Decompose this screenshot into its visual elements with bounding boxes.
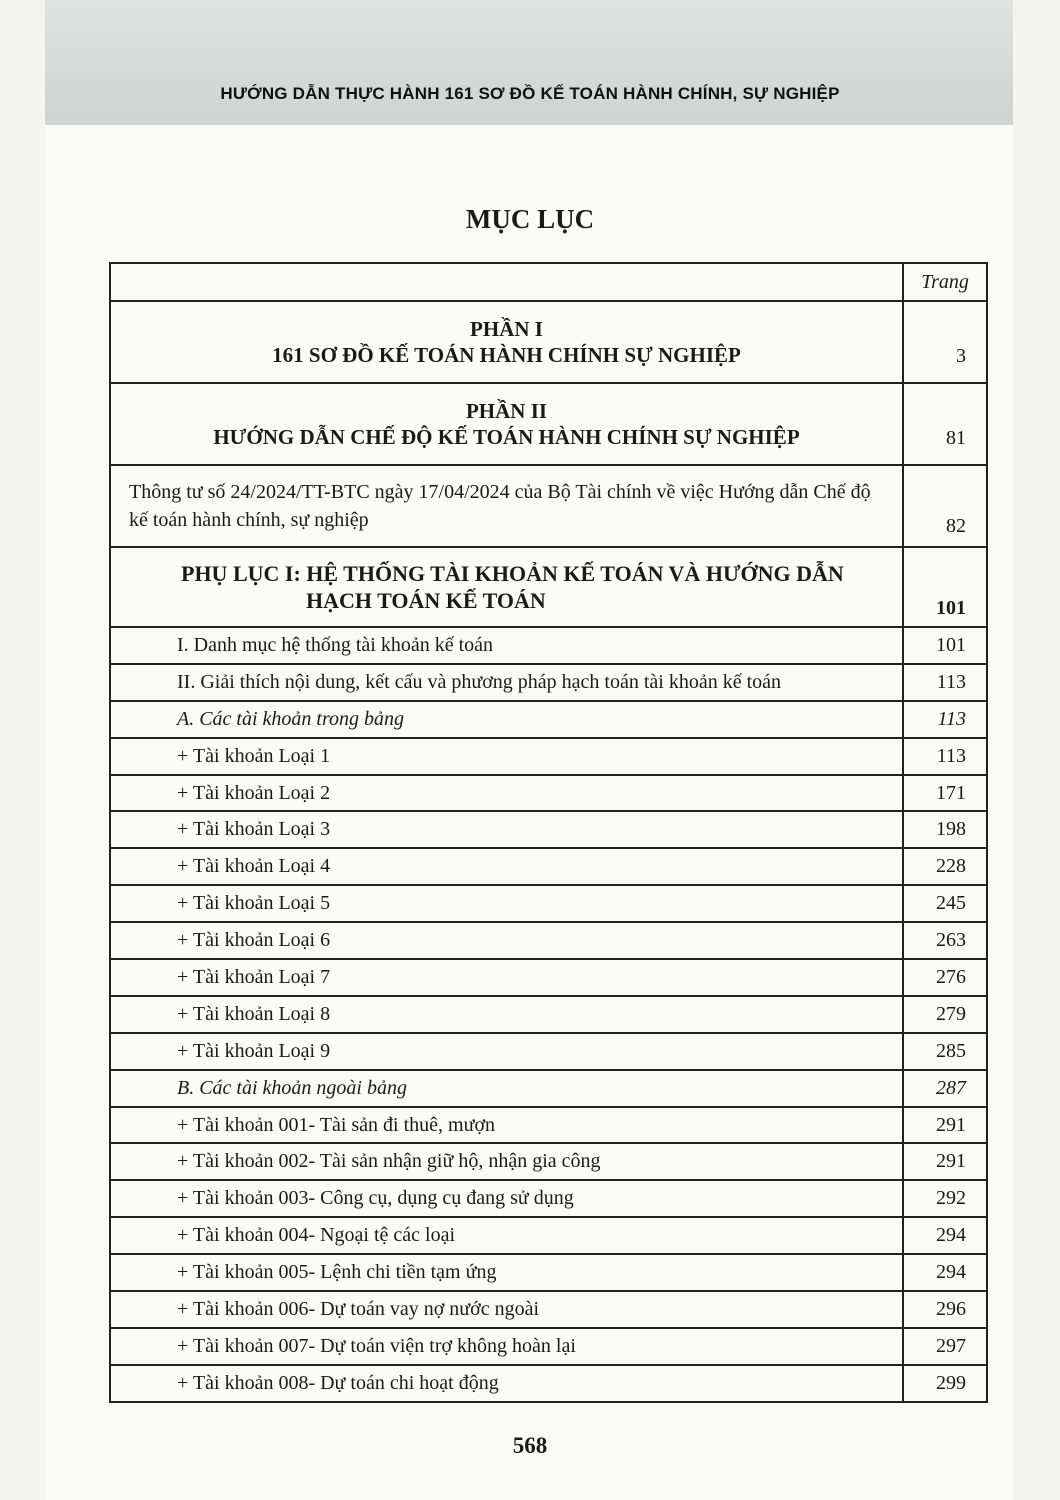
toc-row: + Tài khoản 004- Ngoại tệ các loại 294 xyxy=(109,1216,988,1256)
toc-entry-text: + Tài khoản Loại 1 xyxy=(109,736,904,776)
part-label: PHẦN II xyxy=(465,399,548,423)
toc-part-title: PHẦN II HƯỚNG DẪN CHẾ ĐỘ KẾ TOÁN HÀNH CHÍ… xyxy=(109,382,904,466)
toc-row: II. Giải thích nội dung, kết cấu và phươ… xyxy=(109,662,988,702)
toc-row: + Tài khoản Loại 2 171 xyxy=(109,773,988,813)
toc-row: + Tài khoản Loại 8 279 xyxy=(109,994,988,1034)
toc-row: A. Các tài khoản trong bảng 113 xyxy=(109,699,988,739)
toc-row: + Tài khoản 007- Dự toán viện trợ không … xyxy=(109,1326,988,1366)
toc-page-number: 101 xyxy=(902,546,988,628)
page-number: 568 xyxy=(512,1433,548,1458)
toc-part-title: PHẦN I 161 SƠ ĐỒ KẾ TOÁN HÀNH CHÍNH SỰ NG… xyxy=(109,300,904,384)
toc-entry-text: II. Giải thích nội dung, kết cấu và phươ… xyxy=(109,662,904,702)
toc-row: B. Các tài khoản ngoài bảng 287 xyxy=(109,1068,988,1108)
appendix-line-1: PHỤ LỤC I: HỆ THỐNG TÀI KHOẢN KẾ TOÁN VÀ… xyxy=(181,561,844,586)
toc-page-number: 287 xyxy=(902,1068,988,1108)
page-title: MỤC LỤC xyxy=(465,204,595,234)
toc-appendix-row: PHỤ LỤC I: HỆ THỐNG TÀI KHOẢN KẾ TOÁN VÀ… xyxy=(109,546,988,628)
toc-row: + Tài khoản 005- Lệnh chi tiền tạm ứng 29… xyxy=(109,1253,988,1293)
toc-row: + Tài khoản Loại 3 198 xyxy=(109,810,988,850)
toc-entry-text: + Tài khoản Loại 9 xyxy=(109,1031,904,1071)
toc-page-number: 198 xyxy=(902,810,988,850)
toc-page-number: 294 xyxy=(902,1253,988,1293)
toc-page-number: 285 xyxy=(902,1031,988,1071)
toc-page-number: 296 xyxy=(902,1290,988,1329)
toc-part-row: PHẦN II HƯỚNG DẪN CHẾ ĐỘ KẾ TOÁN HÀNH CHÍ… xyxy=(109,382,988,466)
toc-page-number: 101 xyxy=(902,626,988,665)
toc-page-number: 113 xyxy=(902,699,988,739)
toc-page-number: 276 xyxy=(902,958,988,997)
toc-row: + Tài khoản 001- Tài sản đi thuê, mượn 29… xyxy=(109,1105,988,1145)
toc-entry-text: + Tài khoản Loại 3 xyxy=(109,810,904,850)
toc-page-number: 228 xyxy=(902,847,988,887)
header-band xyxy=(45,0,1013,125)
toc-part-row: PHẦN I 161 SƠ ĐỒ KẾ TOÁN HÀNH CHÍNH SỰ NG… xyxy=(109,300,988,384)
toc-entry-text: + Tài khoản 003- Công cụ, dụng cụ đang s… xyxy=(109,1179,904,1219)
toc-entry-text: + Tài khoản 005- Lệnh chi tiền tạm ứng xyxy=(109,1253,904,1293)
toc-page-number: 113 xyxy=(902,662,988,702)
toc-page-number: 291 xyxy=(902,1142,988,1182)
toc-row: + Tài khoản Loại 7 276 xyxy=(109,958,988,997)
toc-entry-text: + Tài khoản 002- Tài sản nhận giữ hộ, nh… xyxy=(109,1142,904,1182)
toc-page-number: 297 xyxy=(902,1326,988,1366)
toc-page-number: 81 xyxy=(902,382,988,466)
toc-row: + Tài khoản Loại 6 263 xyxy=(109,921,988,961)
toc-row: + Tài khoản Loại 5 245 xyxy=(109,884,988,924)
toc-table: Trang PHẦN I 161 SƠ ĐỒ KẾ TOÁN HÀNH CHÍNH… xyxy=(109,262,988,1403)
toc-row: + Tài khoản 008- Dự toán chi hoạt động 29… xyxy=(109,1363,988,1403)
toc-appendix-title: PHỤ LỤC I: HỆ THỐNG TÀI KHOẢN KẾ TOÁN VÀ… xyxy=(109,546,904,628)
toc-page-number: 291 xyxy=(902,1105,988,1145)
toc-header-blank xyxy=(109,262,904,302)
toc-entry-text: + Tài khoản 006- Dự toán vay nợ nước ngo… xyxy=(109,1290,904,1329)
toc-entry-text: + Tài khoản Loại 6 xyxy=(109,921,904,961)
part-label: PHẦN I xyxy=(470,317,543,341)
appendix-line-2: HẠCH TOÁN KẾ TOÁN xyxy=(306,588,546,613)
toc-row: + Tài khoản Loại 1 113 xyxy=(109,736,988,776)
toc-row: + Tài khoản Loại 4 228 xyxy=(109,847,988,887)
toc-entry-text: B. Các tài khoản ngoài bảng xyxy=(109,1068,904,1108)
toc-entry-text: + Tài khoản 007- Dự toán viện trợ không … xyxy=(109,1326,904,1366)
running-header: HƯỚNG DẪN THỰC HÀNH 161 SƠ ĐỒ KẾ TOÁN HÀ… xyxy=(220,84,840,103)
toc-entry-text: + Tài khoản Loại 8 xyxy=(109,994,904,1034)
toc-entry-text: + Tài khoản 004- Ngoại tệ các loại xyxy=(109,1216,904,1256)
toc-page-number: 171 xyxy=(902,773,988,813)
toc-row: + Tài khoản 003- Công cụ, dụng cụ đang s… xyxy=(109,1179,988,1219)
toc-page-number: 292 xyxy=(902,1179,988,1219)
toc-page-number: 294 xyxy=(902,1216,988,1256)
toc-page-number: 113 xyxy=(902,736,988,776)
toc-entry-text: + Tài khoản Loại 7 xyxy=(109,958,904,997)
toc-row: I. Danh mục hệ thống tài khoản kế toán 10… xyxy=(109,626,988,665)
toc-entry-text: + Tài khoản Loại 2 xyxy=(109,773,904,813)
toc-row: + Tài khoản Loại 9 285 xyxy=(109,1031,988,1071)
toc-page-number: 279 xyxy=(902,994,988,1034)
part-name: HƯỚNG DẪN CHẾ ĐỘ KẾ TOÁN HÀNH CHÍNH SỰ N… xyxy=(213,425,800,449)
toc-entry-text: + Tài khoản 008- Dự toán chi hoạt động xyxy=(109,1363,904,1403)
toc-page-number: 245 xyxy=(902,884,988,924)
toc-entry-text: + Tài khoản Loại 4 xyxy=(109,847,904,887)
page-column-header: Trang xyxy=(902,262,988,302)
toc-circular-row: Thông tư số 24/2024/TT-BTC ngày 17/04/20… xyxy=(109,464,988,548)
toc-entry-text: Thông tư số 24/2024/TT-BTC ngày 17/04/20… xyxy=(109,464,904,548)
toc-entry-text: A. Các tài khoản trong bảng xyxy=(109,699,904,739)
toc-entry-text: I. Danh mục hệ thống tài khoản kế toán xyxy=(109,626,904,665)
toc-row: + Tài khoản 006- Dự toán vay nợ nước ngo… xyxy=(109,1290,988,1329)
toc-entry-text: + Tài khoản Loại 5 xyxy=(109,884,904,924)
toc-page-number: 3 xyxy=(902,300,988,384)
toc-page-number: 263 xyxy=(902,921,988,961)
toc-header-row: Trang xyxy=(109,262,988,302)
toc-row: + Tài khoản 002- Tài sản nhận giữ hộ, nh… xyxy=(109,1142,988,1182)
part-name: 161 SƠ ĐỒ KẾ TOÁN HÀNH CHÍNH SỰ NGHIỆP xyxy=(272,343,741,367)
toc-page-number: 82 xyxy=(902,464,988,548)
toc-page-number: 299 xyxy=(902,1363,988,1403)
toc-entry-text: + Tài khoản 001- Tài sản đi thuê, mượn xyxy=(109,1105,904,1145)
